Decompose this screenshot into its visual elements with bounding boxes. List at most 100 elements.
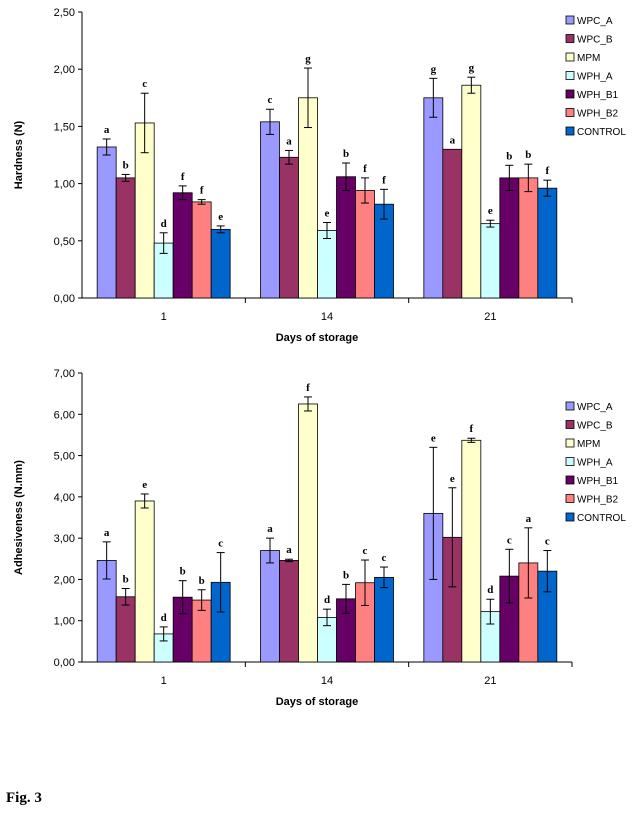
significance-label: a [104, 527, 110, 539]
bar-control [374, 576, 394, 663]
legend-label: MPM [577, 53, 600, 64]
x-tick-label: 21 [484, 675, 496, 687]
bar-wpc-a [260, 121, 280, 299]
legend-label: MPM [577, 439, 600, 450]
bar-wpc-a [260, 550, 280, 663]
bar-wpc-a [423, 97, 444, 299]
significance-label: b [123, 159, 129, 171]
significance-label: a [267, 523, 273, 535]
y-tick-label: 7,00 [54, 368, 75, 380]
legend-swatch [565, 126, 575, 136]
significance-label: c [363, 545, 368, 557]
legend-swatch [565, 512, 575, 522]
x-tick-label: 1 [161, 675, 167, 687]
significance-label: f [382, 174, 386, 186]
legend-label: WPC_B [577, 35, 613, 46]
y-tick-label: 0,50 [54, 236, 75, 248]
legend-swatch [565, 494, 575, 503]
significance-label: g [469, 62, 475, 74]
significance-label: b [123, 574, 129, 586]
significance-label: c [218, 538, 223, 550]
y-tick-label: 6,00 [54, 409, 75, 421]
legend-label: WPH_B1 [577, 476, 619, 487]
significance-label: a [286, 544, 292, 556]
legend-label: WPH_B2 [577, 109, 619, 120]
significance-label: d [487, 584, 493, 596]
chart-2: 0,00 1,00 2,00 3,00 4,00 5,00 6,00 7,00 1 a b e d b b c… [13, 368, 626, 708]
legend-swatch [565, 52, 575, 62]
bar-wpc-b [115, 596, 136, 663]
legend-label: WPH_B1 [577, 90, 619, 101]
legend: WPC_A WPC_B MPM WPH_A WPH_B1 WPH_B2 CONTROL [565, 15, 626, 138]
x-axis-title: Days of storage [276, 696, 359, 708]
bar-wph-b1 [499, 177, 520, 299]
significance-label: b [525, 149, 531, 161]
legend-swatch [565, 438, 575, 448]
significance-label: c [268, 94, 273, 106]
y-tick-label: 2,50 [54, 7, 75, 19]
significance-label: c [142, 78, 147, 90]
bar-mpm [461, 84, 482, 299]
y-tick-label: 1,00 [54, 179, 75, 191]
legend-label: WPC_A [577, 402, 613, 413]
x-tick-label: 14 [321, 311, 333, 323]
y-axis-title: Hardness (N) [13, 120, 25, 189]
x-tick-label: 14 [321, 675, 333, 687]
bar-wph-b2 [518, 177, 539, 299]
y-axis-title: Adhesiveness (N.mm) [13, 460, 25, 575]
bar-mpm [461, 439, 482, 663]
legend-label: CONTROL [577, 127, 626, 138]
bar-wph-a [480, 223, 501, 299]
significance-label: c [382, 552, 387, 564]
legend-label: WPC_B [577, 421, 613, 432]
legend-swatch [565, 71, 575, 80]
significance-label: a [286, 135, 292, 147]
significance-label: a [526, 513, 532, 525]
chart-1: 0,00 0,50 1,00 1,50 2,00 2,50 1 a b c d f f e 14 c a g e b f… [13, 7, 626, 344]
legend-swatch [565, 475, 575, 485]
legend-swatch [565, 15, 575, 25]
significance-label: g [431, 63, 437, 75]
significance-label: e [325, 207, 330, 219]
significance-label: e [218, 211, 223, 223]
bar-wph-a [317, 230, 337, 299]
bar-wpc-b [442, 148, 463, 299]
legend-label: WPH_A [577, 72, 613, 83]
legend-swatch [565, 457, 575, 466]
legend-swatch [565, 420, 575, 429]
bar-control [537, 187, 558, 299]
significance-label: b [199, 575, 205, 587]
significance-label: f [200, 185, 204, 197]
bar-wph-b1 [336, 176, 356, 299]
significance-label: e [488, 205, 493, 217]
y-tick-label: 0,00 [54, 293, 75, 305]
significance-label: f [181, 171, 185, 183]
significance-label: d [161, 218, 167, 230]
y-tick-label: 2,00 [54, 64, 75, 76]
legend: WPC_A WPC_B MPM WPH_A WPH_B1 WPH_B2 CONTROL [565, 401, 626, 524]
y-tick-label: 4,00 [54, 492, 75, 504]
legend-swatch [565, 401, 575, 411]
bar-wph-b1 [172, 192, 193, 299]
y-tick-label: 1,00 [54, 616, 75, 628]
bar-wpc-b [279, 156, 299, 299]
significance-label: d [161, 612, 167, 624]
legend-label: WPH_B2 [577, 495, 619, 506]
figure-caption: Fig. 3 [6, 790, 42, 806]
significance-label: d [324, 594, 330, 606]
bar-wpc-b [279, 560, 299, 663]
significance-label: f [545, 165, 549, 177]
significance-label: e [450, 473, 455, 485]
bar-wph-b2 [191, 201, 212, 299]
significance-label: a [450, 134, 456, 146]
y-tick-label: 0,00 [54, 657, 75, 669]
significance-label: b [506, 150, 512, 162]
y-tick-label: 5,00 [54, 451, 75, 463]
y-tick-label: 2,00 [54, 574, 75, 586]
bar-wpc-b [115, 177, 136, 299]
significance-label: c [545, 536, 550, 548]
bar-mpm [298, 403, 318, 663]
significance-label: b [180, 566, 186, 578]
legend-label: WPC_A [577, 16, 613, 27]
